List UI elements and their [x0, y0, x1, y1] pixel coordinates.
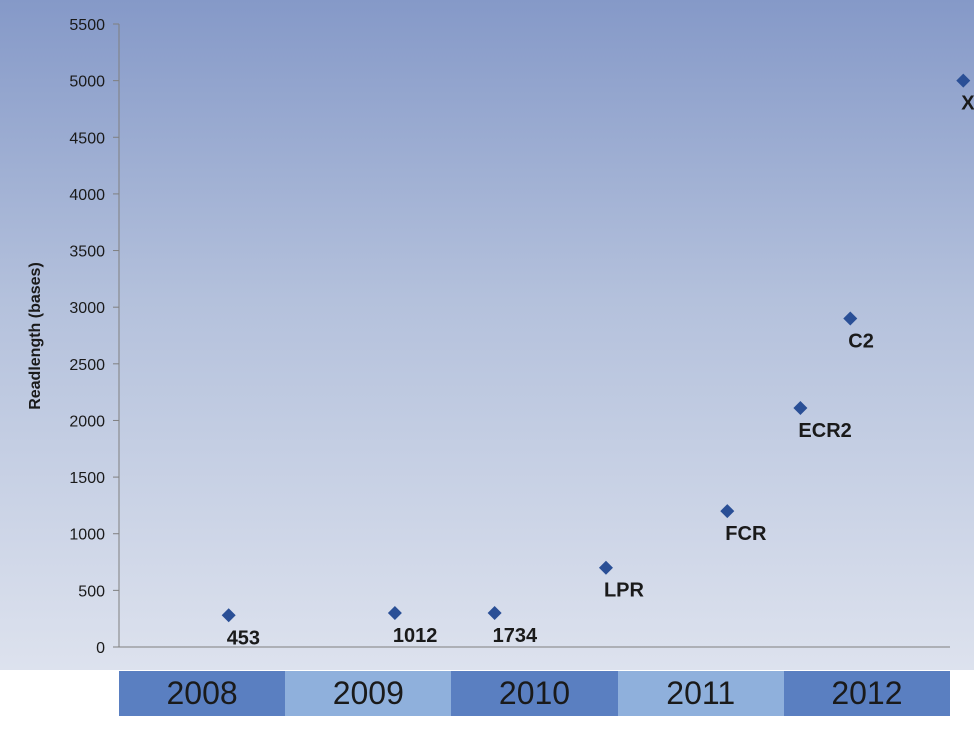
year-cell-2009: 2009: [285, 671, 452, 716]
year-bar: 2008 2009 2010 2011 2012: [119, 671, 951, 716]
data-points: 453 1012 1734 LPR FCR ECR2 C2 XL: [221, 73, 974, 649]
point-label: XL: [961, 93, 974, 115]
y-tick-label: 0: [96, 640, 105, 657]
y-axis-title: Readlength (bases): [27, 262, 44, 410]
point-label: 1734: [493, 625, 538, 647]
y-tick-label: 3500: [69, 244, 105, 261]
y-axis-ticks: 0 500 1000 1500 2000 2500 3000 3500 4000 4500 5000…: [69, 17, 119, 657]
point-marker: [793, 400, 808, 415]
point-label: C2: [848, 331, 874, 353]
point-marker: [598, 560, 613, 575]
point-marker: [387, 606, 402, 621]
year-cell-2010: 2010: [451, 671, 618, 716]
point-marker: [843, 311, 858, 326]
point-marker: [221, 608, 236, 623]
chart-background: [0, 0, 974, 670]
point-marker: [487, 606, 502, 621]
year-cell-2008: 2008: [119, 671, 286, 716]
point-label: FCR: [725, 523, 767, 545]
y-tick-label: 5500: [69, 17, 105, 34]
y-tick-label: 3000: [69, 300, 105, 317]
year-cell-2012: 2012: [783, 671, 951, 716]
point-label: 1012: [393, 625, 438, 647]
y-tick-label: 500: [78, 583, 105, 600]
point-label: LPR: [604, 580, 645, 602]
y-tick-label: 5000: [69, 74, 105, 91]
y-tick-label: 1000: [69, 527, 105, 544]
y-tick-label: 4000: [69, 187, 105, 204]
point-label: ECR2: [798, 420, 851, 442]
y-tick-label: 2000: [69, 413, 105, 430]
point-marker: [720, 504, 735, 519]
point-label: 453: [227, 627, 260, 649]
point-marker: [956, 73, 971, 88]
y-tick-label: 4500: [69, 130, 105, 147]
y-tick-label: 2500: [69, 357, 105, 374]
y-tick-label: 1500: [69, 470, 105, 487]
year-cell-2011: 2011: [617, 671, 784, 716]
scatter-chart: 0 500 1000 1500 2000 2500 3000 3500 4000 4500 5000…: [27, 17, 974, 657]
